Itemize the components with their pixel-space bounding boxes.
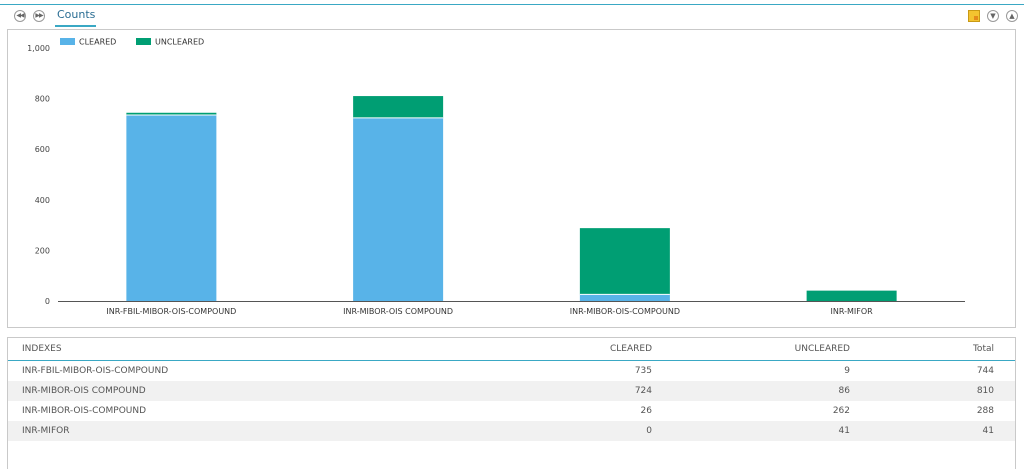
bar-uncleared — [579, 228, 670, 295]
export-icon[interactable] — [968, 10, 980, 22]
bar-uncleared — [353, 96, 444, 118]
panel-toolbar: ◀◀ ▶▶ Counts ▼ ▲ — [0, 5, 1024, 29]
bar-uncleared — [806, 290, 897, 301]
header-total[interactable]: Total — [972, 344, 994, 354]
cell-total: 41 — [982, 426, 994, 436]
bar-cleared — [126, 115, 217, 301]
collapse-up-icon[interactable]: ▲ — [1006, 10, 1018, 22]
y-tick-label: 1,000 — [27, 44, 50, 53]
cell-uncleared: 262 — [832, 406, 850, 416]
chart-panel: 0 200 400 600 800 1,000 INR-FBIL-MIBOR-OIS-COM… — [7, 29, 1016, 328]
cell-index: INR-MIBOR-OIS-COMPOUND — [22, 406, 147, 416]
bar-cleared — [353, 117, 444, 301]
legend-swatch-uncleared — [136, 38, 151, 45]
y-tick-label: 400 — [35, 196, 50, 205]
x-tick-label: INR-MIBOR-OIS COMPOUND — [343, 307, 453, 316]
header-indexes[interactable]: INDEXES — [22, 344, 62, 354]
legend-label-cleared: CLEARED — [79, 38, 116, 47]
header-cleared[interactable]: CLEARED — [609, 344, 652, 354]
tab-active-indicator — [55, 25, 96, 27]
table-row[interactable]: INR-MIBOR-OIS COMPOUND 724 86 810 — [8, 381, 1015, 401]
bar-uncleared — [126, 112, 217, 116]
table-header: INDEXES CLEARED UNCLEARED Total — [8, 338, 1015, 361]
cell-cleared: 724 — [634, 386, 652, 396]
rewind-icon[interactable]: ◀◀ — [14, 10, 26, 22]
stacked-bar-chart: 0 200 400 600 800 1,000 INR-FBIL-MIBOR-OIS-COM… — [27, 38, 965, 316]
fast-forward-icon[interactable]: ▶▶ — [33, 10, 45, 22]
cell-cleared: 0 — [646, 426, 652, 436]
y-tick-label: 200 — [35, 246, 50, 255]
x-tick-label: INR-MIFOR — [831, 307, 874, 316]
cell-uncleared: 86 — [838, 386, 850, 396]
y-tick-label: 600 — [35, 145, 50, 154]
tab-counts[interactable]: Counts — [57, 8, 96, 21]
legend-label-uncleared: UNCLEARED — [155, 38, 204, 47]
y-tick-label: 800 — [35, 95, 50, 104]
counts-table: INDEXES CLEARED UNCLEARED Total INR-FBIL… — [7, 337, 1016, 469]
y-tick-label: 0 — [45, 297, 50, 306]
cell-total: 810 — [976, 386, 994, 396]
header-uncleared[interactable]: UNCLEARED — [794, 344, 850, 354]
table-row[interactable]: INR-MIFOR 0 41 41 — [8, 421, 1015, 441]
top-accent-line — [0, 4, 1024, 5]
table-row[interactable]: INR-MIBOR-OIS-COMPOUND 26 262 288 — [8, 401, 1015, 421]
cell-total: 288 — [976, 406, 994, 416]
cell-cleared: 735 — [634, 366, 652, 376]
bar-cleared — [579, 294, 670, 301]
cell-uncleared: 9 — [844, 366, 850, 376]
cell-uncleared: 41 — [838, 426, 850, 436]
cell-index: INR-MIFOR — [22, 426, 70, 436]
x-tick-label: INR-FBIL-MIBOR-OIS-COMPOUND — [106, 307, 236, 316]
legend-swatch-cleared — [60, 38, 75, 45]
table-row[interactable]: INR-FBIL-MIBOR-OIS-COMPOUND 735 9 744 — [8, 361, 1015, 381]
cell-index: INR-MIBOR-OIS COMPOUND — [22, 386, 146, 396]
x-tick-label: INR-MIBOR-OIS-COMPOUND — [570, 307, 680, 316]
cell-index: INR-FBIL-MIBOR-OIS-COMPOUND — [22, 366, 169, 376]
collapse-down-icon[interactable]: ▼ — [987, 10, 999, 22]
cell-cleared: 26 — [640, 406, 652, 416]
cell-total: 744 — [976, 366, 994, 376]
